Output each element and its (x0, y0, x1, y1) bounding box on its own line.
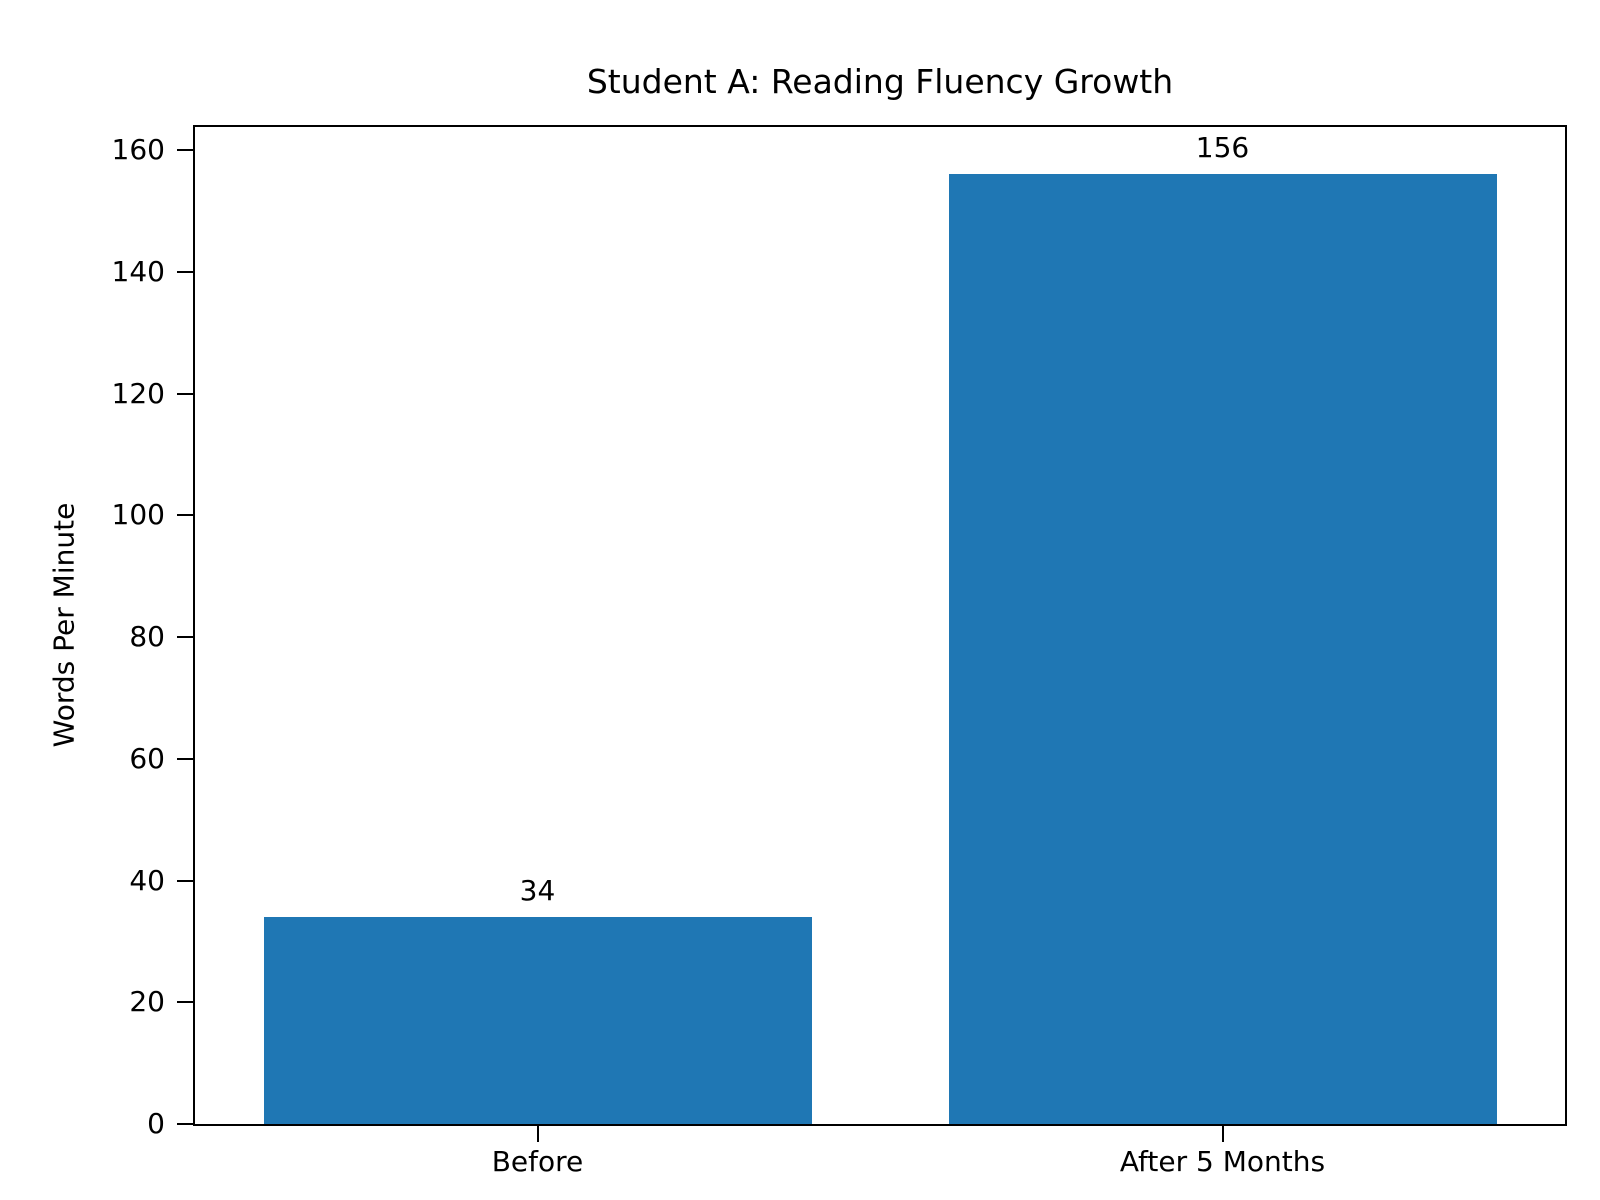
y-axis-label: Words Per Minute (47, 502, 81, 748)
y-tick-mark-0 (177, 1123, 195, 1125)
y-tick-label-8: 160 (111, 133, 165, 167)
y-tick-label-7: 140 (111, 254, 165, 288)
x-tick-mark-0 (536, 1124, 539, 1142)
y-tick-mark-7 (177, 270, 195, 273)
y-tick-mark-3 (177, 757, 195, 760)
plot-area: 0 20 40 60 80 100 120 140 160 34 Before 156 After 5 … (112, 125, 1567, 1176)
y-tick-mark-5 (177, 514, 195, 517)
y-tick-label-0: 0 (147, 1107, 165, 1140)
y-tick-label-6: 120 (111, 376, 165, 410)
y-tick-mark-6 (177, 392, 195, 395)
y-tick-label-2: 40 (129, 863, 165, 897)
y-tick-mark-8 (177, 149, 195, 152)
y-tick-mark-1 (177, 1001, 195, 1004)
x-tick-label-0: Before (491, 1145, 584, 1178)
bar-value-label-1: 156 (1195, 131, 1250, 165)
bar-0 (263, 917, 812, 1124)
y-tick-label-3: 60 (129, 741, 165, 775)
y-tick-mark-2 (177, 879, 195, 882)
y-tick-label-5: 100 (111, 498, 165, 532)
chart-title: Student A: Reading Fluency Growth (586, 62, 1174, 101)
x-tick-label-1: After 5 Months (1119, 1145, 1326, 1178)
y-tick-mark-4 (177, 636, 195, 639)
y-tick-label-1: 20 (129, 985, 165, 1019)
bar-1 (948, 174, 1497, 1124)
x-tick-mark-1 (1221, 1124, 1224, 1142)
bar-value-label-0: 34 (519, 874, 556, 908)
y-tick-label-4: 80 (129, 620, 165, 654)
